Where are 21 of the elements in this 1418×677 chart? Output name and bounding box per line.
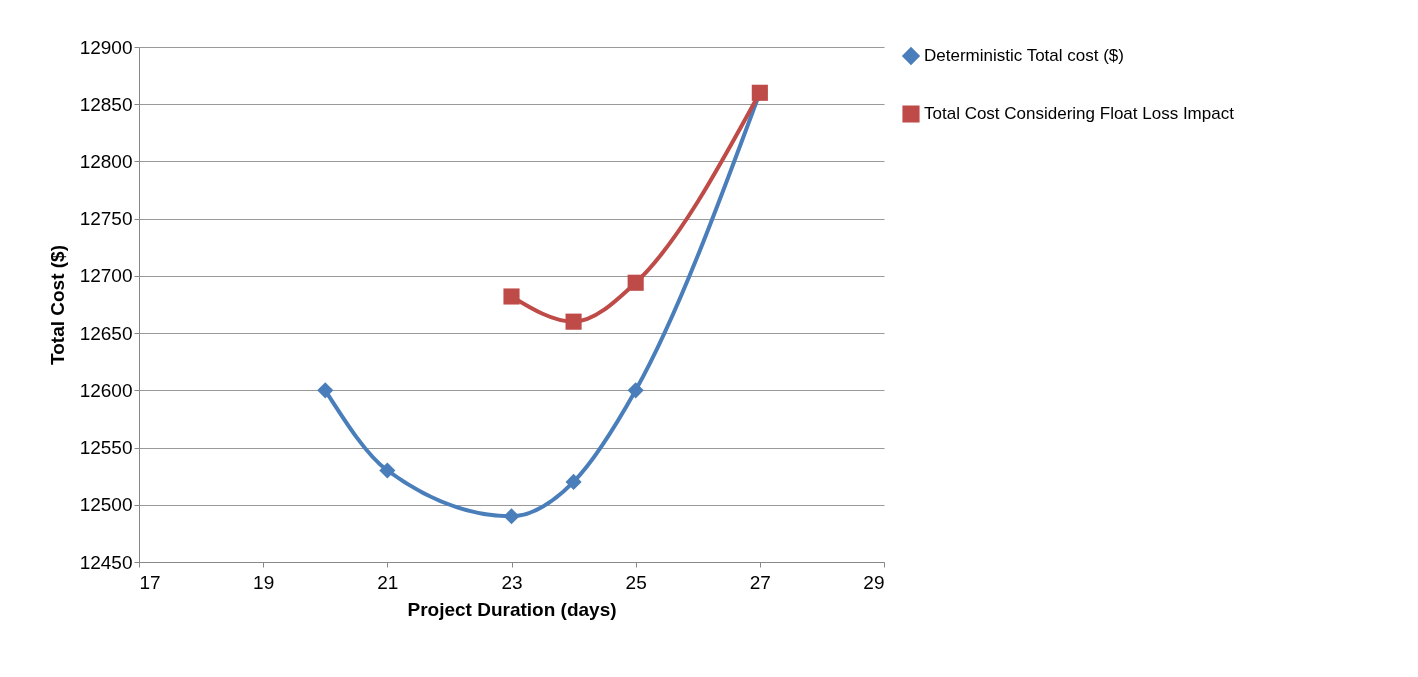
x-tick-label: 17 xyxy=(139,571,161,593)
x-tick-label: 23 xyxy=(501,571,523,593)
y-tick-label: 12700 xyxy=(79,265,133,287)
y-axis-title: Total Cost ($) xyxy=(46,245,68,365)
y-tick-label: 12450 xyxy=(79,551,133,573)
y-tick-label: 12750 xyxy=(79,208,133,230)
legend-label: Deterministic Total cost ($) xyxy=(924,46,1124,65)
y-tick-label: 12500 xyxy=(79,494,133,516)
legend-label: Total Cost Considering Float Loss Impact xyxy=(924,104,1235,123)
y-tick-label: 12900 xyxy=(79,36,133,58)
x-tick-label: 21 xyxy=(377,571,399,593)
y-tick-label: 12650 xyxy=(79,322,133,344)
x-tick-label: 19 xyxy=(253,571,275,593)
x-tick-label: 25 xyxy=(625,571,647,593)
y-tick-label: 12550 xyxy=(79,437,133,459)
y-tick-label: 12600 xyxy=(79,379,133,401)
x-tick-label: 29 xyxy=(863,571,885,593)
y-tick-label: 12850 xyxy=(79,93,133,115)
x-tick-label: 27 xyxy=(749,571,771,593)
y-tick-label: 12800 xyxy=(79,150,133,172)
x-axis-title: Project Duration (days) xyxy=(407,598,617,620)
